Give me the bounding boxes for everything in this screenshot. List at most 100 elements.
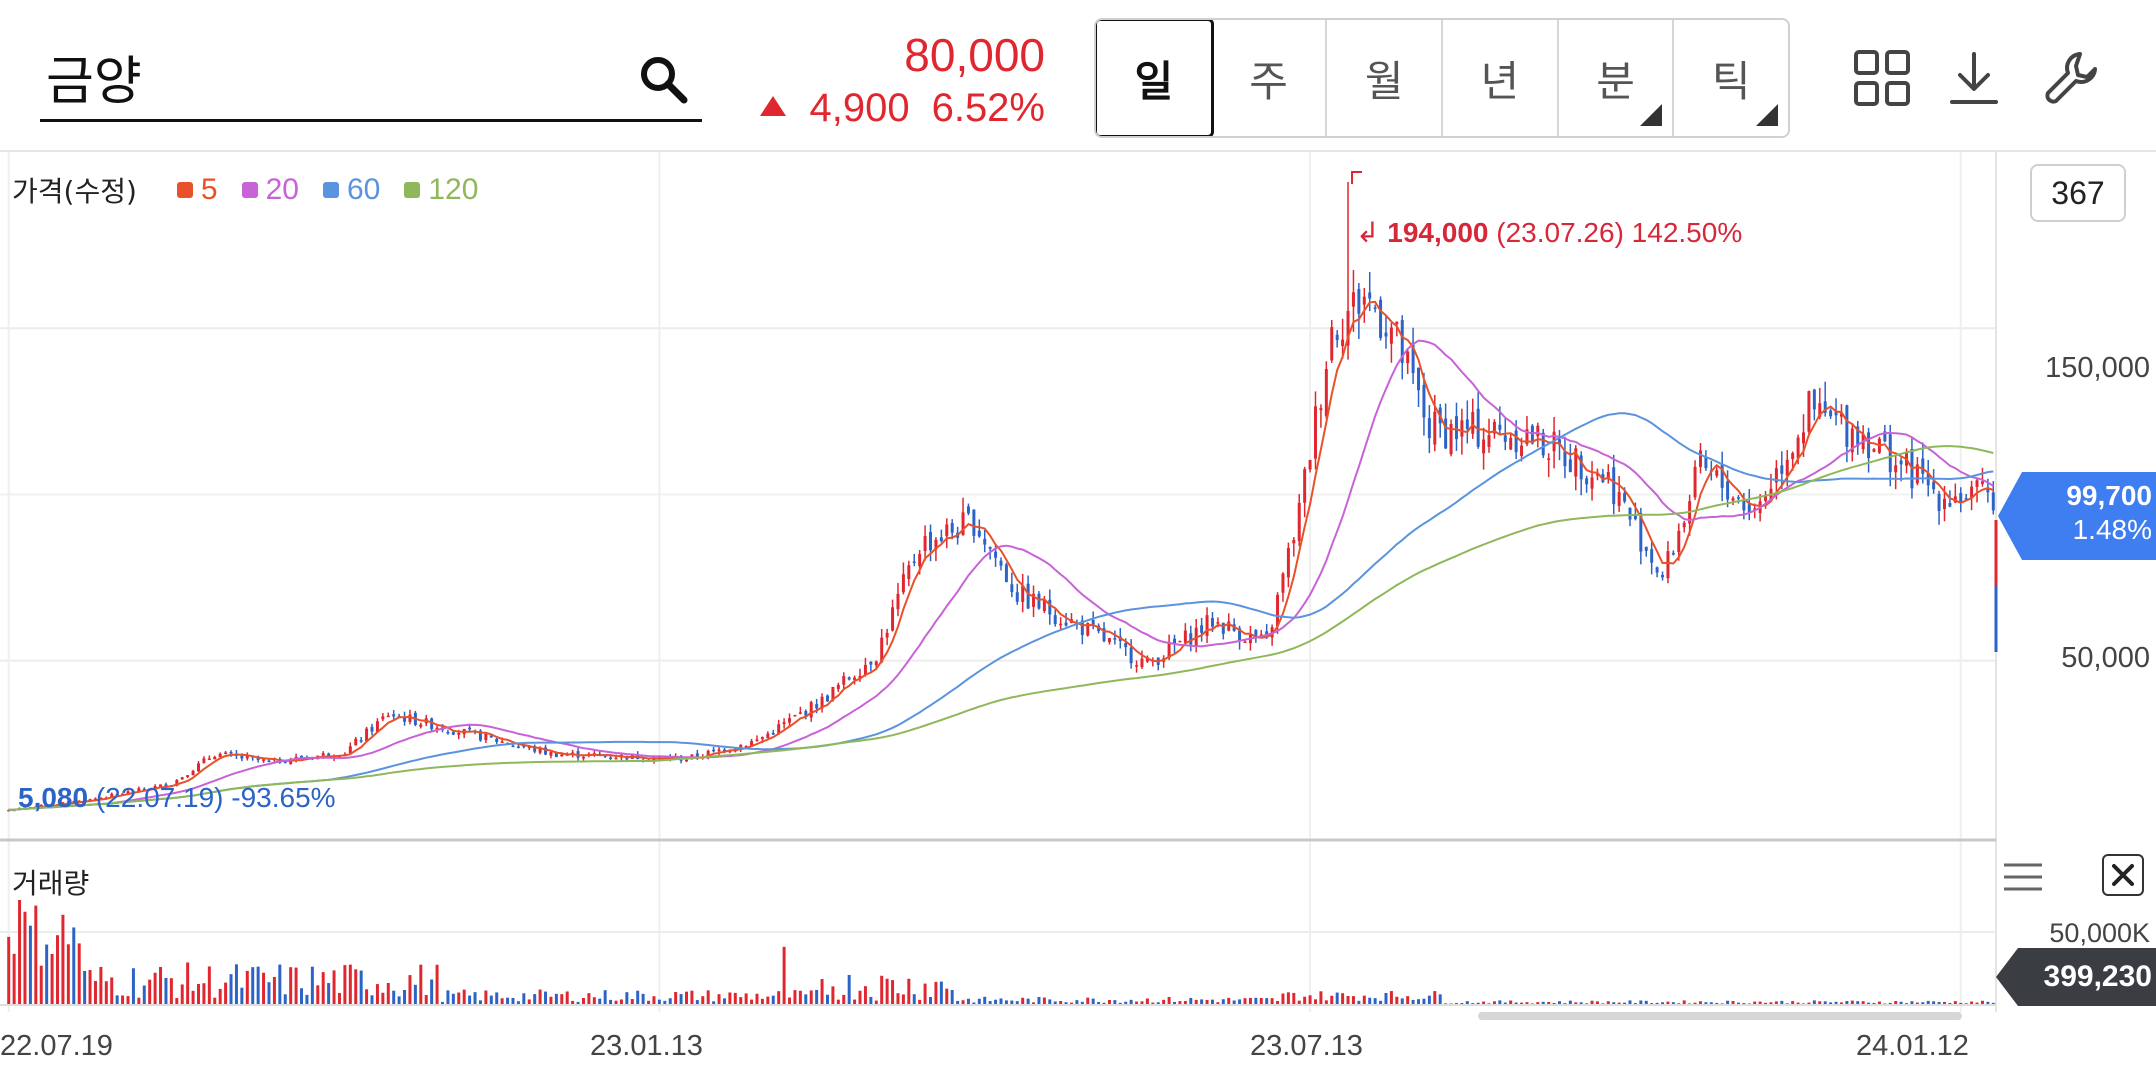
candle-body <box>1547 458 1551 460</box>
candle-body <box>381 716 385 720</box>
candle-body <box>1948 503 1952 507</box>
volume-bar <box>1845 1000 1849 1004</box>
volume-bar <box>1595 1001 1599 1004</box>
tab-minute[interactable]: 분 <box>1559 20 1675 136</box>
candle-body <box>1400 320 1404 363</box>
candle-body <box>359 740 363 742</box>
candle-body <box>1221 622 1225 634</box>
volume-bar <box>1004 1000 1008 1004</box>
volume-bar <box>533 994 537 1004</box>
volume-bar <box>1547 1002 1551 1004</box>
volume-bar <box>348 964 352 1004</box>
candle-body <box>1465 419 1469 429</box>
candle-body <box>327 753 331 758</box>
volume-bar <box>1395 996 1399 1004</box>
tab-month[interactable]: 월 <box>1327 20 1444 136</box>
candle-body <box>527 746 531 749</box>
close-volume-button[interactable] <box>2102 854 2144 896</box>
volume-bar <box>359 970 363 1004</box>
volume-bar <box>918 999 922 1004</box>
wrench-icon[interactable] <box>2040 48 2100 108</box>
volume-bar <box>1042 997 1046 1004</box>
volume-bar <box>1243 998 1247 1004</box>
volume-bar <box>1514 1002 1518 1004</box>
volume-bar <box>61 914 65 1004</box>
volume-bar <box>733 992 737 1004</box>
volume-bar <box>934 981 938 1004</box>
volume-bar <box>1736 1002 1740 1004</box>
volume-bar <box>115 995 119 1004</box>
volume-bar <box>1270 998 1274 1004</box>
candle-body <box>408 714 412 722</box>
volume-bar <box>1297 1000 1301 1004</box>
download-icon[interactable] <box>1944 48 2004 108</box>
volume-bar <box>1265 998 1269 1004</box>
volume-bar <box>1210 999 1214 1004</box>
search-input[interactable] <box>46 46 606 106</box>
volume-bar <box>853 999 857 1004</box>
candle-body <box>1812 389 1816 410</box>
legend-item-ma120[interactable]: 120 <box>404 173 478 207</box>
low-value: 5,080 <box>18 782 89 813</box>
plot-background <box>0 152 1996 1080</box>
candle-count-button[interactable]: 367 <box>2030 164 2126 222</box>
candle-body <box>1178 640 1182 643</box>
legend-item-ma20[interactable]: 20 <box>241 173 299 207</box>
legend-item-ma5[interactable]: 5 <box>176 173 218 207</box>
candle-body <box>1915 464 1919 484</box>
tab-year[interactable]: 년 <box>1443 20 1559 136</box>
menu-icon[interactable] <box>2002 862 2044 892</box>
volume-bar <box>652 996 656 1004</box>
volume-bar <box>1113 1000 1117 1004</box>
chart-scrollbar[interactable] <box>1478 1012 1962 1020</box>
volume-bar <box>880 975 884 1004</box>
candle-body <box>614 757 618 760</box>
volume-bar <box>1764 1002 1768 1004</box>
volume-bar <box>1389 991 1393 1004</box>
volume-bar <box>1330 995 1334 1004</box>
volume-bar <box>1032 1002 1036 1004</box>
tab-week[interactable]: 주 <box>1212 20 1328 136</box>
volume-bar <box>267 982 271 1004</box>
volume-bar <box>625 992 629 1004</box>
candle-body <box>1503 435 1507 442</box>
volume-bar <box>1308 995 1312 1004</box>
candle-body <box>186 775 190 777</box>
candle-body <box>1525 429 1529 445</box>
candle-body <box>847 677 851 680</box>
candle-body <box>880 637 884 662</box>
candle-body <box>1558 439 1561 445</box>
legend-title: 가격(수정) <box>12 175 137 208</box>
candle-body <box>1726 481 1730 500</box>
grid-icon[interactable] <box>1852 48 1912 108</box>
low-date: (22.07.19) <box>95 782 224 813</box>
candle-body <box>1520 445 1524 456</box>
volume-bar <box>110 977 114 1004</box>
candle-body <box>66 801 70 803</box>
current-price-tag: 99,700 1.48% <box>1998 472 2156 560</box>
candle-body <box>896 593 900 610</box>
tab-day[interactable]: 일 <box>1096 20 1214 136</box>
volume-bar <box>1937 1001 1941 1004</box>
candle-body <box>1785 459 1789 476</box>
candle-body <box>1145 657 1149 662</box>
moving-average-lines <box>8 300 1994 811</box>
volume-bar <box>1601 1003 1605 1004</box>
legend-item-ma60[interactable]: 60 <box>322 173 380 207</box>
search-icon[interactable] <box>636 52 690 106</box>
volume-bar <box>1525 1002 1529 1004</box>
volume-bar <box>1438 994 1442 1004</box>
candle-body <box>1124 643 1128 648</box>
candle-body <box>386 715 390 718</box>
low-price-label: 5,080 (22.07.19) -93.65% <box>18 782 336 814</box>
candle-body <box>115 793 119 796</box>
candle-body <box>853 677 857 681</box>
volume-bar <box>1644 1000 1648 1004</box>
tab-tick[interactable]: 틱 <box>1674 20 1788 136</box>
candle-body <box>1818 403 1822 417</box>
candle-body <box>712 749 716 752</box>
volume-bar <box>1259 997 1263 1004</box>
volume-bar <box>619 999 623 1004</box>
change-rate: 6.52% <box>931 86 1045 130</box>
